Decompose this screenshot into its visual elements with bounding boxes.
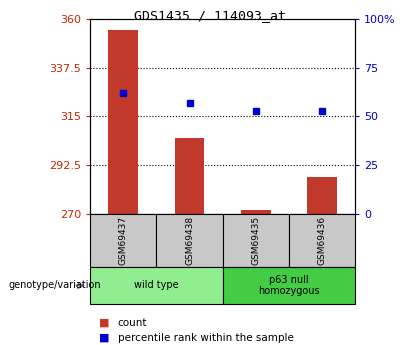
Text: ■: ■ [99, 318, 109, 327]
Text: count: count [118, 318, 147, 327]
Text: GSM69435: GSM69435 [251, 216, 260, 265]
Text: GSM69438: GSM69438 [185, 216, 194, 265]
Text: genotype/variation: genotype/variation [8, 280, 101, 290]
Text: ■: ■ [99, 333, 109, 343]
Bar [307, 177, 337, 214]
Text: percentile rank within the sample: percentile rank within the sample [118, 333, 294, 343]
Text: p63 null
homozygous: p63 null homozygous [258, 275, 320, 296]
Text: wild type: wild type [134, 280, 179, 290]
Text: GSM69436: GSM69436 [318, 216, 326, 265]
Text: GSM69437: GSM69437 [119, 216, 128, 265]
Text: GDS1435 / 114093_at: GDS1435 / 114093_at [134, 9, 286, 22]
Bar [175, 138, 205, 214]
Bar [108, 30, 138, 214]
Bar [241, 209, 270, 214]
